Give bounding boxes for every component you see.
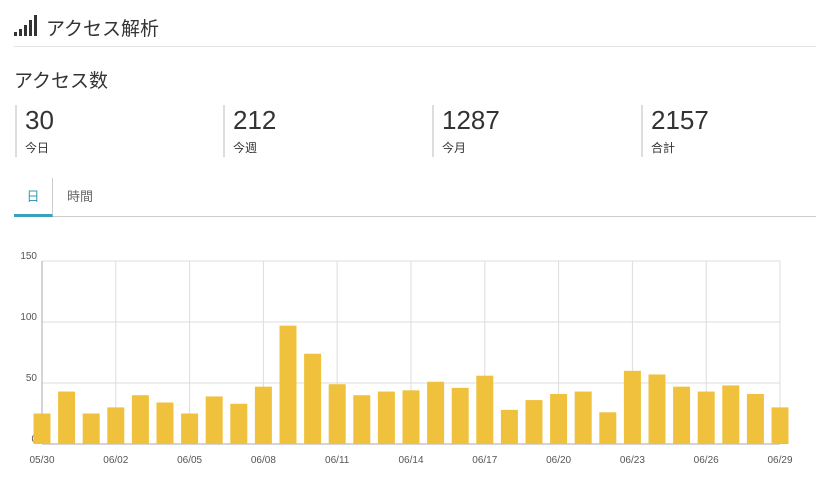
bar <box>254 386 272 444</box>
stat-value: 212 <box>233 105 277 135</box>
bar <box>427 381 445 444</box>
bar <box>377 391 395 444</box>
x-tick-label: 06/02 <box>103 455 128 466</box>
stat-label: 今週 <box>233 141 258 155</box>
bar <box>328 384 346 444</box>
bar <box>697 391 715 444</box>
bar <box>402 390 420 444</box>
x-tick-label: 06/26 <box>694 455 719 466</box>
stat: 2157 合計 <box>641 105 709 157</box>
stat-value: 1287 <box>442 105 500 135</box>
x-tick-label: 06/14 <box>398 455 423 466</box>
stat-label: 今日 <box>25 141 50 155</box>
bar <box>771 407 789 444</box>
bar <box>599 412 617 444</box>
bar <box>156 402 174 444</box>
bar <box>574 391 592 444</box>
bar <box>476 375 494 444</box>
header: アクセス解析 <box>14 10 816 47</box>
bar <box>107 407 125 444</box>
x-tick-label: 06/23 <box>620 455 645 466</box>
stat: 30 今日 <box>15 105 54 157</box>
bar <box>131 395 149 444</box>
y-tick-label: 0 <box>31 434 37 445</box>
x-tick-label: 06/08 <box>251 455 276 466</box>
stat: 1287 今月 <box>432 105 500 157</box>
bar <box>33 413 51 444</box>
bar <box>304 353 322 444</box>
bar <box>500 409 518 444</box>
bar <box>746 393 764 444</box>
stat-value: 2157 <box>651 105 709 135</box>
bar <box>673 386 691 444</box>
bar <box>623 370 641 444</box>
bar <box>451 387 469 444</box>
bar <box>353 395 371 444</box>
stat: 212 今週 <box>223 105 276 157</box>
x-tick-label: 06/29 <box>767 455 792 466</box>
tab[interactable]: 時間 <box>66 189 93 204</box>
bar <box>722 385 740 444</box>
header-title: アクセス解析 <box>46 19 160 40</box>
y-tick-label: 50 <box>26 373 38 384</box>
bar <box>648 374 666 444</box>
bar <box>82 413 100 444</box>
signal-icon <box>14 15 37 36</box>
bar <box>525 400 543 444</box>
bar <box>550 393 568 444</box>
y-tick-label: 150 <box>20 251 37 262</box>
stat-value: 30 <box>25 105 54 135</box>
x-tick-label: 06/20 <box>546 455 571 466</box>
tabs: 日時間 <box>14 178 816 217</box>
bar <box>279 325 297 444</box>
y-tick-label: 100 <box>20 312 37 323</box>
x-tick-label: 05/30 <box>29 455 54 466</box>
bar <box>58 391 76 444</box>
tab[interactable]: 日 <box>14 178 53 217</box>
x-tick-label: 06/17 <box>472 455 497 466</box>
bar <box>230 403 248 444</box>
bar <box>205 396 223 444</box>
x-tick-label: 06/05 <box>177 455 202 466</box>
x-tick-label: 06/11 <box>325 455 350 466</box>
bar <box>181 413 199 444</box>
stat-label: 合計 <box>651 141 676 155</box>
section-title: アクセス数 <box>14 71 109 92</box>
stat-label: 今月 <box>442 141 467 155</box>
